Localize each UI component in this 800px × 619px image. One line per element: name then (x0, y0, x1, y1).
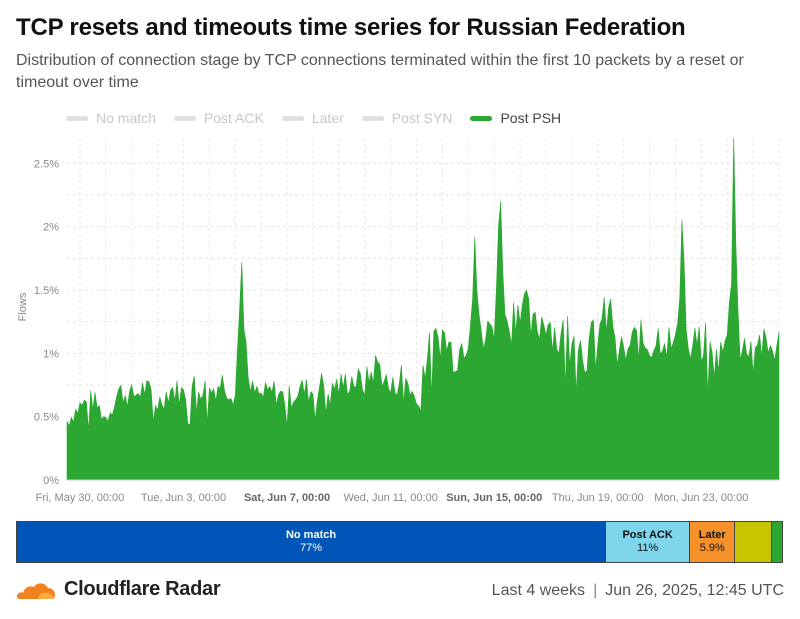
legend-swatch (173, 115, 196, 121)
legend-item-post-psh[interactable]: Post PSH (470, 109, 561, 127)
summary-segment-post-ack[interactable]: Post ACK 11% (606, 522, 691, 562)
y-tick-label: 0% (43, 475, 59, 487)
legend-swatch (281, 115, 304, 121)
y-tick-label: 1% (43, 348, 59, 360)
legend-label: Later (311, 110, 344, 126)
summary-segment-later[interactable]: Later 5.9% (690, 522, 736, 562)
footer-meta: Last 4 weeks | Jun 26, 2025, 12:45 UTC (492, 582, 784, 600)
x-tick-label: Sun, Jun 15, 00:00 (446, 492, 542, 504)
y-tick-label: 1.5% (34, 285, 59, 297)
chart-title: TCP resets and timeouts time series for … (16, 14, 686, 41)
y-tick-label: 0.5% (34, 412, 59, 424)
timestamp: Jun 26, 2025, 12:45 UTC (605, 582, 784, 599)
area-series (66, 137, 780, 481)
summary-segment[interactable] (735, 522, 773, 562)
legend: No match Post ACK Later Post SYN Post PSH (66, 109, 561, 127)
legend-label: Post ACK (203, 110, 264, 126)
y-tick-label: 2.5% (34, 158, 59, 170)
legend-label: No match (96, 110, 156, 126)
y-tick-label: 2% (43, 222, 59, 234)
segment-label: Later (698, 529, 726, 541)
cloudflare-radar-logo: Cloudflare Radar (16, 578, 221, 601)
legend-swatch (470, 115, 493, 121)
series-area-post-psh (66, 137, 780, 481)
legend-item-later[interactable]: Later (281, 109, 344, 127)
y-axis-label: Flows (17, 292, 29, 321)
legend-item-post-ack[interactable]: Post ACK (173, 109, 264, 127)
time-series-chart: 0% 0.5% 1% 1.5% 2% 2.5% Fri, May 30, 00:00 Tue… (17, 137, 780, 504)
time-period: Last 4 weeks (491, 582, 586, 599)
x-tick-label: Tue, Jun 3, 00:00 (141, 492, 226, 504)
legend-swatch (361, 115, 384, 121)
x-tick-label: Fri, May 30, 00:00 (36, 492, 125, 504)
summary-segment-no-match[interactable]: No match 77% (17, 522, 607, 562)
x-tick-label: Thu, Jun 19, 00:00 (552, 492, 644, 504)
y-axis: 0% 0.5% 1% 1.5% 2% 2.5% (34, 158, 59, 487)
legend-item-post-syn[interactable]: Post SYN (361, 109, 453, 127)
legend-label: Post PSH (500, 110, 562, 126)
segment-value: 77% (300, 542, 323, 554)
x-tick-label: Mon, Jun 23, 00:00 (654, 492, 748, 504)
summary-segment[interactable] (772, 522, 782, 562)
segment-value: 11% (637, 542, 659, 554)
x-axis: Fri, May 30, 00:00 Tue, Jun 3, 00:00 Sat, … (36, 479, 779, 504)
segment-label: Post ACK (622, 529, 673, 541)
x-tick-label: Sat, Jun 7, 00:00 (244, 492, 330, 504)
cloud-icon (16, 582, 56, 599)
segment-value: 5.9% (699, 542, 725, 554)
legend-label: Post SYN (391, 110, 453, 126)
distribution-summary-bar: No match 77% Post ACK 11% Later 5.9% (16, 521, 783, 563)
legend-item-no-match[interactable]: No match (66, 109, 156, 127)
segment-label: No match (285, 529, 337, 541)
x-tick-label: Wed, Jun 11, 00:00 (343, 492, 437, 504)
brand-name: Cloudflare Radar (64, 578, 221, 600)
legend-swatch (66, 115, 88, 121)
chart-subtitle: Distribution of connection stage by TCP … (16, 52, 744, 91)
footer-separator: | (593, 582, 598, 599)
